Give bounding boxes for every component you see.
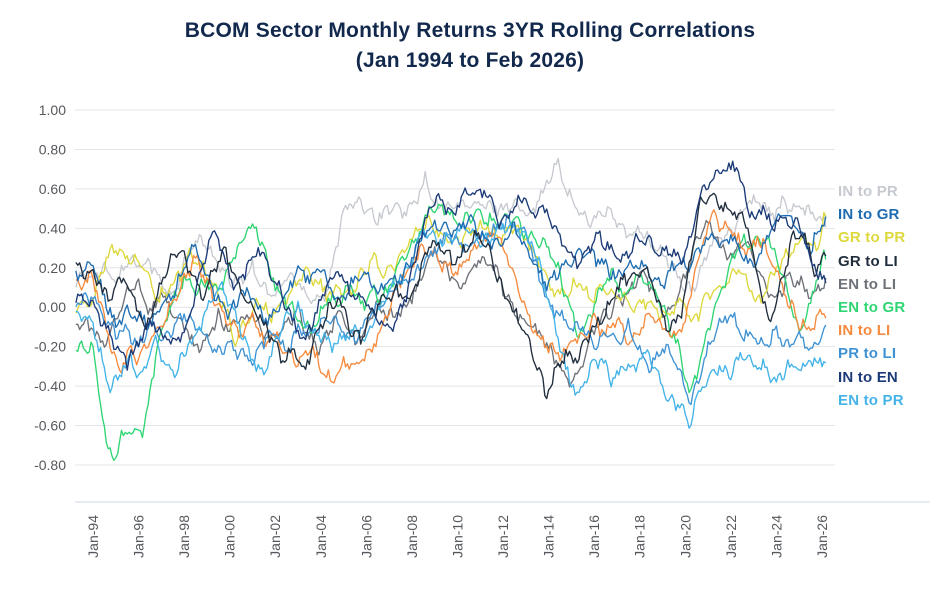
chart-title: BCOM Sector Monthly Returns 3YR Rolling … [0, 16, 940, 77]
x-tick-label: Jan-16 [586, 515, 602, 558]
y-tick-label: 0.60 [39, 181, 66, 197]
x-tick-label: Jan-96 [131, 515, 147, 558]
x-tick-label: Jan-02 [267, 515, 283, 558]
y-tick-label: 0.20 [39, 260, 66, 276]
series-line-GR-to-LI [75, 192, 827, 400]
x-tick-label: Jan-04 [313, 515, 329, 558]
legend-item-GR-to-PR: GR to PR [838, 229, 906, 247]
series-line-IN-to-EN [75, 160, 827, 371]
legend-item-IN-to-PR: IN to PR [838, 183, 898, 200]
legend-item-EN-to-GR: EN to GR [838, 299, 906, 316]
series-line-IN-to-PR [75, 157, 827, 305]
y-tick-label: -0.60 [34, 418, 66, 434]
legend-item-IN-to-LI: IN to LI [838, 322, 891, 340]
chart-title-line1: BCOM Sector Monthly Returns 3YR Rolling … [184, 19, 756, 42]
y-tick-label: -0.40 [34, 378, 66, 394]
x-tick-label: Jan-00 [222, 515, 238, 558]
x-tick-label: Jan-22 [723, 515, 739, 558]
x-tick-label: Jan-26 [814, 515, 830, 558]
legend-item-IN-to-EN: IN to EN [838, 368, 898, 386]
series-line-EN-to-PR [75, 223, 827, 429]
legend-item-GR-to-LI: GR to LI [838, 252, 898, 270]
x-tick-label: Jan-08 [404, 515, 420, 558]
x-tick-label: Jan-14 [541, 515, 557, 558]
y-tick-label: 0.80 [39, 141, 66, 157]
legend-item-EN-to-LI: EN to LI [838, 275, 897, 293]
x-tick-label: Jan-24 [768, 515, 784, 558]
y-tick-label: -0.20 [34, 339, 66, 355]
y-tick-label: 0.00 [39, 299, 66, 315]
legend-item-PR-to-LI: PR to LI [838, 345, 897, 363]
x-tick-label: Jan-20 [677, 515, 693, 558]
x-tick-label: Jan-98 [176, 515, 192, 558]
y-tick-label: 1.00 [39, 102, 66, 118]
legend-item-EN-to-PR: EN to PR [838, 391, 904, 409]
y-tick-label: -0.80 [34, 457, 66, 473]
y-tick-label: 0.40 [39, 220, 66, 236]
x-tick-label: Jan-06 [358, 515, 374, 558]
series-line-IN-to-GR [75, 213, 827, 331]
x-tick-label: Jan-10 [449, 515, 465, 558]
x-tick-label: Jan-18 [632, 515, 648, 558]
series-group [75, 157, 827, 462]
series-line-EN-to-LI [75, 219, 827, 388]
chart-title-line2: (Jan 1994 to Feb 2026) [355, 49, 585, 73]
series-line-EN-to-GR [75, 203, 827, 462]
x-tick-label: Jan-94 [85, 515, 101, 558]
legend-item-IN-to-GR: IN to GR [838, 206, 900, 224]
x-tick-label: Jan-12 [495, 515, 511, 558]
